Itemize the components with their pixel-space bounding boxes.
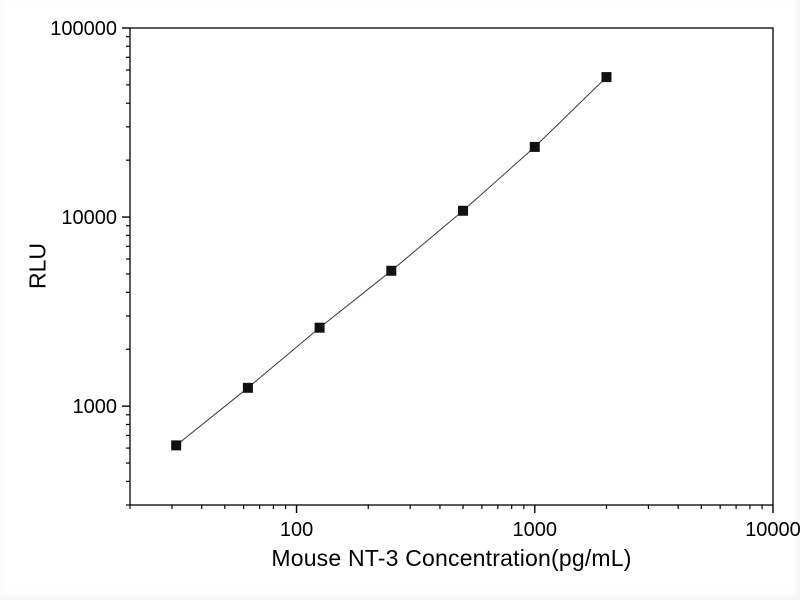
data-point-marker bbox=[171, 440, 182, 451]
data-point-marker bbox=[458, 205, 469, 216]
data-point-marker bbox=[386, 265, 397, 276]
y-tick-label: 10000 bbox=[61, 207, 117, 229]
x-tick-label: 100 bbox=[280, 519, 313, 541]
data-point-marker bbox=[314, 322, 325, 333]
plot-border bbox=[129, 27, 774, 506]
x-axis-title: Mouse NT-3 Concentration(pg/mL) bbox=[271, 545, 632, 571]
y-tick-label: 1000 bbox=[73, 396, 118, 418]
data-point-marker bbox=[601, 72, 612, 83]
data-point-marker bbox=[529, 141, 540, 152]
x-tick-label: 1000 bbox=[513, 519, 558, 541]
data-point-marker bbox=[242, 382, 253, 393]
y-axis-title: RLU bbox=[24, 242, 51, 290]
y-tick-label: 100000 bbox=[50, 18, 117, 40]
data-series-line bbox=[175, 76, 607, 446]
x-tick-label: 10000 bbox=[745, 519, 800, 541]
